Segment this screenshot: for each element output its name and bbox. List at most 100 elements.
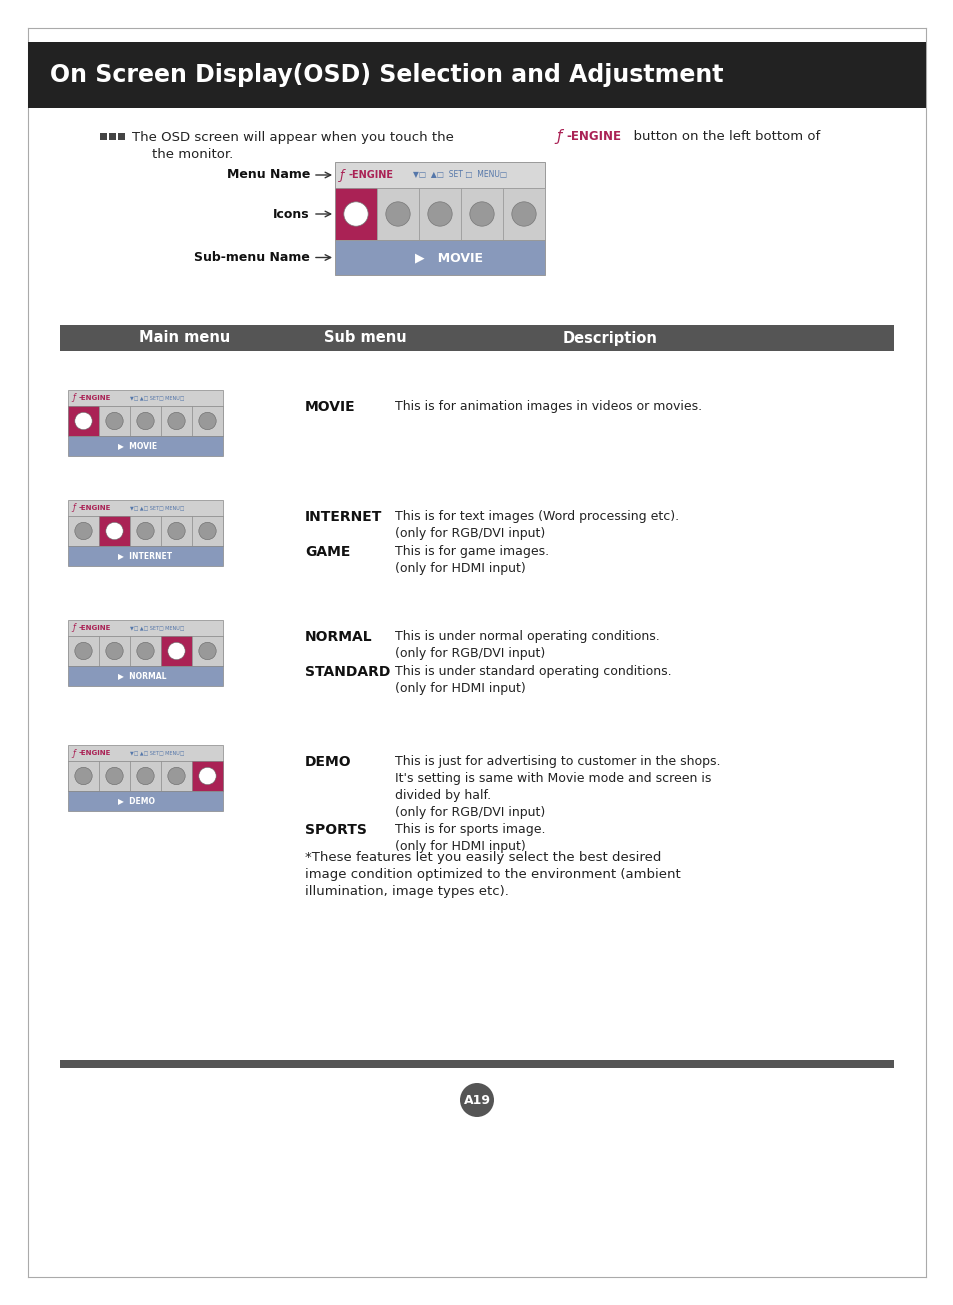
Bar	[68, 636, 223, 666]
Text: SPORTS: SPORTS	[305, 823, 367, 837]
Circle shape	[343, 202, 368, 226]
Bar	[130, 515, 161, 545]
Bar	[99, 761, 130, 791]
Text: ƒ: ƒ	[71, 624, 75, 633]
Bar	[68, 545, 223, 566]
Bar	[460, 188, 502, 240]
Text: ▼□ ▲□ SET□ MENU□: ▼□ ▲□ SET□ MENU□	[130, 750, 184, 756]
Bar	[130, 406, 161, 436]
Circle shape	[511, 202, 536, 226]
Circle shape	[198, 522, 216, 540]
Bar	[68, 500, 223, 515]
Bar	[68, 636, 99, 666]
Circle shape	[106, 412, 123, 429]
Bar	[100, 133, 107, 140]
Text: button on the left bottom of: button on the left bottom of	[624, 130, 820, 144]
Circle shape	[385, 202, 410, 226]
Text: ƒ: ƒ	[556, 129, 560, 145]
Text: ▶  DEMO: ▶ DEMO	[117, 796, 154, 805]
Circle shape	[106, 767, 123, 784]
Circle shape	[168, 412, 185, 429]
Text: -ENGINE: -ENGINE	[79, 395, 112, 401]
Circle shape	[168, 642, 185, 660]
Bar	[192, 515, 223, 545]
Text: This is under normal operating conditions.
(only for RGB/DVI input): This is under normal operating condition…	[395, 630, 659, 660]
Bar	[68, 390, 223, 406]
Text: This is for sports image.
(only for HDMI input): This is for sports image. (only for HDMI…	[395, 823, 545, 853]
Text: Description: Description	[562, 330, 657, 346]
Circle shape	[459, 1083, 494, 1117]
Bar	[28, 42, 925, 108]
Bar	[68, 666, 223, 686]
Bar	[335, 240, 544, 275]
Text: A19: A19	[463, 1094, 490, 1107]
Bar	[68, 761, 99, 791]
Bar	[192, 761, 223, 791]
Text: ▶  INTERNET: ▶ INTERNET	[117, 552, 172, 561]
Text: This is for text images (Word processing etc).
(only for RGB/DVI input): This is for text images (Word processing…	[395, 510, 679, 540]
Circle shape	[106, 642, 123, 660]
Circle shape	[74, 767, 92, 784]
Bar	[335, 188, 544, 240]
Circle shape	[168, 767, 185, 784]
Bar	[418, 188, 460, 240]
Bar	[502, 188, 544, 240]
Text: ƒ: ƒ	[339, 168, 344, 181]
Text: Sub-menu Name: Sub-menu Name	[193, 251, 310, 264]
Text: -ENGINE: -ENGINE	[349, 170, 394, 180]
Bar	[60, 325, 893, 351]
Text: ƒ: ƒ	[71, 394, 75, 402]
Text: -ENGINE: -ENGINE	[565, 130, 620, 144]
Text: ƒ: ƒ	[71, 749, 75, 757]
Bar	[68, 515, 99, 545]
Circle shape	[74, 412, 92, 429]
Bar	[161, 515, 192, 545]
Text: ▼□ ▲□ SET□ MENU□: ▼□ ▲□ SET□ MENU□	[130, 505, 184, 510]
Text: STANDARD: STANDARD	[305, 666, 390, 679]
Text: GAME: GAME	[305, 545, 350, 559]
Bar	[68, 515, 223, 545]
Text: This is for game images.
(only for HDMI input): This is for game images. (only for HDMI …	[395, 545, 549, 576]
Bar	[161, 761, 192, 791]
Text: NORMAL: NORMAL	[305, 630, 373, 643]
Text: On Screen Display(OSD) Selection and Adjustment: On Screen Display(OSD) Selection and Adj…	[50, 63, 722, 87]
Bar	[161, 406, 192, 436]
Text: The OSD screen will appear when you touch the: The OSD screen will appear when you touc…	[132, 130, 454, 144]
Circle shape	[136, 767, 154, 784]
Text: -ENGINE: -ENGINE	[79, 750, 112, 756]
Bar	[68, 620, 223, 636]
Circle shape	[136, 522, 154, 540]
Text: ▶   MOVIE: ▶ MOVIE	[415, 251, 482, 264]
Bar	[60, 1060, 893, 1067]
Bar	[130, 761, 161, 791]
Text: ▶  NORMAL: ▶ NORMAL	[117, 672, 166, 680]
Bar	[99, 636, 130, 666]
Bar	[68, 745, 223, 761]
Text: ▼□ ▲□ SET□ MENU□: ▼□ ▲□ SET□ MENU□	[130, 395, 184, 401]
Text: -ENGINE: -ENGINE	[79, 505, 112, 512]
Text: Icons: Icons	[274, 207, 310, 221]
Circle shape	[74, 642, 92, 660]
Text: ƒ: ƒ	[71, 504, 75, 513]
Circle shape	[168, 522, 185, 540]
Text: ▼□  ▲□  SET □  MENU□: ▼□ ▲□ SET □ MENU□	[413, 171, 507, 180]
Bar	[335, 188, 376, 240]
Bar	[68, 791, 223, 810]
Circle shape	[469, 202, 494, 226]
Text: DEMO: DEMO	[305, 756, 352, 769]
Bar	[376, 188, 418, 240]
Bar	[192, 406, 223, 436]
Text: This is just for advertising to customer in the shops.
It's setting is same with: This is just for advertising to customer…	[395, 756, 720, 820]
Bar	[130, 636, 161, 666]
Bar	[118, 133, 125, 140]
Bar	[192, 636, 223, 666]
Text: ▶  MOVIE: ▶ MOVIE	[117, 441, 156, 450]
Text: This is for animation images in videos or movies.: This is for animation images in videos o…	[395, 401, 701, 412]
Circle shape	[136, 412, 154, 429]
Text: Main menu: Main menu	[139, 330, 231, 346]
Text: Sub menu: Sub menu	[323, 330, 406, 346]
Bar	[161, 636, 192, 666]
Text: *These features let you easily select the best desired
image condition optimized: *These features let you easily select th…	[305, 851, 680, 898]
Text: ▼□ ▲□ SET□ MENU□: ▼□ ▲□ SET□ MENU□	[130, 625, 184, 630]
Circle shape	[198, 767, 216, 784]
